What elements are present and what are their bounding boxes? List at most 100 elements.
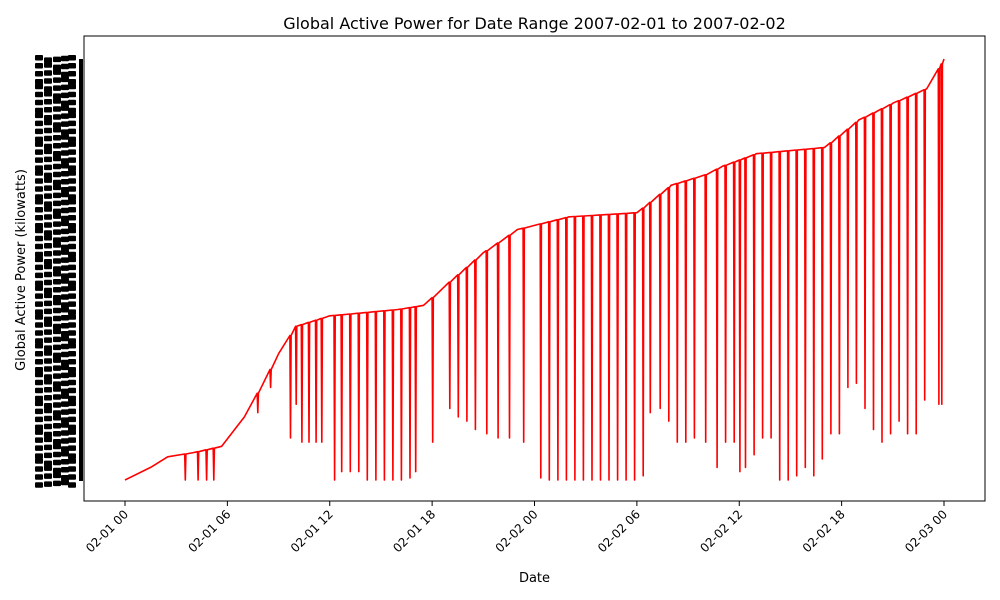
y-tick-label-mark: [44, 263, 52, 270]
y-tick-label-mark: [68, 199, 76, 205]
y-tick-label-mark: [44, 473, 52, 479]
y-tick-label-mark: [44, 222, 52, 228]
y-tick-label-mark: [61, 351, 69, 358]
y-tick-label-mark: [35, 83, 43, 90]
y-tick-label-mark: [44, 230, 52, 236]
y-tick-label-mark: [53, 402, 61, 408]
y-tick-label-mark: [61, 76, 69, 83]
y-tick-label-mark: [35, 458, 43, 464]
y-tick-label-mark: [61, 302, 69, 308]
y-tick-label-mark: [61, 244, 69, 251]
y-tick-label-mark: [61, 220, 69, 227]
y-tick-label-mark: [35, 338, 43, 344]
y-tick-label-mark: [53, 122, 61, 128]
y-tick-label-mark: [61, 359, 69, 366]
y-tick-marks: [79, 59, 83, 481]
y-tick-label-mark: [35, 227, 43, 234]
y-tick-label-mark: [53, 127, 61, 133]
y-tick-label-mark: [53, 151, 61, 157]
y-tick-label-mark: [44, 91, 52, 97]
y-tick-label-mark: [68, 301, 76, 307]
y-tick-label-mark: [35, 157, 43, 163]
y-tick-label-mark: [44, 185, 52, 191]
y-tick-label-mark: [35, 99, 43, 106]
y-tick-label-mark: [61, 163, 69, 169]
y-tick-label-mark: [68, 453, 76, 459]
y-tick-label-mark: [68, 170, 76, 176]
y-tick-label-mark: [44, 460, 52, 467]
y-tick-label-mark: [68, 458, 76, 464]
y-tick-label-mark: [61, 257, 69, 263]
y-tick-label-mark: [35, 178, 43, 184]
y-tick-label-mark: [35, 437, 43, 443]
y-tick-label-mark: [68, 293, 76, 299]
y-tick-label-mark: [61, 150, 69, 156]
y-tick-label-mark: [68, 71, 76, 77]
y-tick-label-mark: [53, 258, 61, 264]
y-tick-label-mark: [44, 86, 52, 92]
y-tick-label-mark: [35, 264, 43, 271]
y-tick-label-mark: [61, 393, 69, 399]
y-tick-label-mark: [44, 345, 52, 351]
y-tick-label-mark: [44, 271, 52, 278]
y-tick-label-mark: [35, 55, 43, 61]
y-tick-label-mark: [68, 400, 76, 407]
y-tick-label-mark: [68, 99, 76, 106]
y-tick-label-mark: [53, 200, 61, 207]
y-tick-label-mark: [61, 323, 69, 329]
y-tick-label-mark: [35, 359, 43, 365]
y-tick-label-mark: [68, 186, 76, 192]
y-tick-label-mark: [68, 256, 76, 263]
y-tick-label-mark: [35, 371, 43, 378]
y-tick-label-mark: [35, 136, 43, 143]
y-tick-label-mark: [68, 371, 76, 378]
y-tick-label-mark: [35, 256, 43, 263]
y-tick-label-mark: [68, 120, 76, 127]
y-tick-label-mark: [53, 295, 61, 301]
y-tick-label-mark: [44, 148, 52, 155]
y-tick-label-mark: [44, 337, 52, 343]
y-tick-label-mark: [53, 431, 61, 437]
y-tick-label-mark: [35, 330, 43, 336]
y-tick-label-mark: [35, 285, 43, 291]
y-tick-label-mark: [35, 416, 43, 423]
y-tick-label-mark: [68, 223, 76, 229]
y-tick-label-mark: [44, 243, 52, 249]
y-tick-label-mark: [35, 91, 43, 98]
y-tick-label-mark: [68, 482, 76, 488]
y-tick-label-mark: [53, 237, 61, 243]
x-tick-label: 02-02 00: [493, 507, 541, 555]
y-tick-label-mark: [53, 171, 61, 178]
y-tick-label-mark: [53, 336, 61, 343]
y-tick-label-mark: [44, 78, 52, 84]
x-tick-label: 02-01 06: [185, 507, 233, 555]
y-tick-label-mark: [61, 228, 69, 235]
y-tick-label-mark: [68, 338, 76, 344]
x-tick-label: 02-01 12: [288, 507, 336, 555]
y-tick-label-mark: [44, 481, 52, 487]
y-tick-label-mark: [53, 480, 61, 487]
y-tick-label-mark: [68, 272, 76, 279]
y-tick-label-mark: [68, 280, 76, 287]
y-tick-label-mark: [61, 171, 69, 177]
y-tick-label-mark: [61, 335, 69, 342]
y-tick-label-mark: [61, 113, 69, 119]
y-tick-label-mark: [53, 323, 61, 330]
y-tick-label-mark: [68, 330, 76, 336]
y-tick-label-mark: [44, 193, 52, 199]
y-tick-label-mark: [44, 287, 52, 294]
y-tick-label-mark: [44, 172, 52, 179]
y-tick-label-mark: [35, 379, 43, 386]
y-tick-label-mark: [68, 309, 76, 315]
y-tick-label-mark: [35, 301, 43, 307]
y-tick-label-mark: [53, 386, 61, 392]
y-tick-label-mark: [68, 128, 76, 135]
y-tick-label-mark: [44, 308, 52, 315]
y-tick-label-mark: [68, 264, 76, 271]
y-tick-label-mark: [53, 279, 61, 285]
y-tick-label-mark: [44, 292, 52, 299]
y-tick-label-mark: [53, 415, 61, 421]
y-tick-label-mark: [53, 179, 61, 186]
y-tick-label-mark: [44, 201, 52, 207]
y-tick-label-mark: [68, 243, 76, 250]
